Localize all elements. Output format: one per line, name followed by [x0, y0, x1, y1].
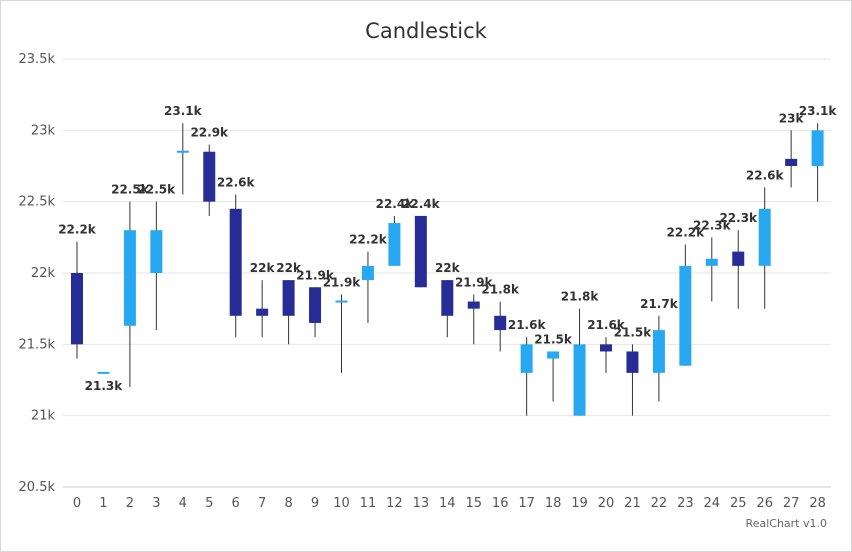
candle-data-label: 22.2k [667, 225, 706, 239]
candle-body [679, 265, 692, 366]
candle-data-label: 23.1k [799, 104, 838, 118]
candle-data-label: 22.3k [719, 211, 758, 225]
candle-data-label: 22k [435, 261, 461, 275]
x-tick-label: 25 [730, 496, 747, 511]
candle-body [335, 300, 348, 303]
candle-body [203, 151, 216, 202]
x-tick-label: 0 [73, 496, 81, 511]
candle-body [309, 287, 322, 323]
x-tick-label: 6 [232, 496, 240, 511]
x-tick-label: 3 [152, 496, 160, 511]
x-tick-label: 26 [756, 496, 773, 511]
candle-data-label: 21.8k [481, 283, 520, 297]
candle-data-label: 22.3k [693, 218, 732, 232]
y-tick-label: 22k [31, 266, 56, 281]
candle-body [573, 344, 586, 416]
candle-data-label: 22.5k [111, 183, 150, 197]
candle-body [414, 215, 427, 288]
x-tick-label: 24 [704, 496, 721, 511]
candle-body [652, 330, 665, 373]
candle-body [97, 371, 110, 374]
candle-body [600, 344, 612, 352]
x-tick-label: 28 [809, 496, 826, 511]
candle-data-label: 22.6k [217, 176, 256, 190]
candle-body [123, 230, 136, 326]
candle-data-label: 21.7k [640, 297, 679, 311]
x-tick-label: 20 [598, 496, 615, 511]
candle-body [176, 150, 189, 153]
candle-body [547, 351, 560, 359]
candle-body [494, 315, 507, 331]
candle-data-label: 21.5k [614, 325, 653, 339]
candle-body [361, 265, 374, 281]
x-tick-label: 10 [333, 496, 350, 511]
y-tick-label: 22.5k [19, 195, 56, 210]
candle-body [811, 130, 824, 166]
x-tick-label: 15 [465, 496, 482, 511]
candle-data-label: 22k [276, 261, 302, 275]
x-tick-label: 8 [284, 496, 292, 511]
x-tick-label: 5 [205, 496, 213, 511]
candle-body [626, 351, 639, 373]
candle-data-label: 21.6k [587, 318, 626, 332]
x-tick-label: 16 [492, 496, 509, 511]
candle-data-label: 22.6k [746, 168, 785, 182]
x-tick-label: 27 [783, 496, 800, 511]
candle-body [467, 301, 480, 309]
candle-data-label: 22.9k [190, 126, 229, 140]
candle-data-label: 22k [250, 261, 276, 275]
candle-data-label: 23k [779, 111, 805, 125]
x-tick-label: 2 [126, 496, 134, 511]
candle-data-label: 21.3k [85, 379, 124, 393]
candle-data-label: 23.1k [164, 104, 203, 118]
candle-data-label: 22.4k [402, 197, 441, 211]
candle-body [758, 208, 771, 266]
x-tick-label: 11 [360, 496, 377, 511]
candle-body [388, 223, 401, 266]
chart-title: Candlestick [365, 19, 487, 43]
candle-data-label: 21.9k [323, 275, 362, 289]
candle-data-label: 22.4k [376, 197, 415, 211]
x-tick-label: 4 [179, 496, 187, 511]
chart-credit: RealChart v1.0 [745, 517, 827, 530]
x-tick-label: 14 [439, 496, 456, 511]
candle-body [520, 344, 533, 373]
candle-body [256, 308, 269, 316]
candle-body [705, 258, 718, 266]
candle-body [71, 273, 83, 345]
y-tick-label: 21.5k [19, 337, 56, 352]
y-tick-label: 23.5k [19, 52, 56, 67]
x-tick-label: 23 [677, 496, 694, 511]
x-tick-label: 9 [311, 496, 319, 511]
x-tick-label: 21 [624, 496, 641, 511]
candle-data-label: 21.9k [455, 275, 494, 289]
candle-body [441, 280, 454, 316]
x-tick-label: 18 [545, 496, 562, 511]
candle-data-label: 21.9k [296, 268, 335, 282]
candle-body [732, 251, 745, 266]
candle-data-label: 22.2k [349, 233, 388, 247]
x-tick-label: 13 [413, 496, 430, 511]
x-tick-label: 12 [386, 496, 403, 511]
y-tick-label: 20.5k [19, 480, 56, 495]
candle-data-label: 22.5k [138, 183, 177, 197]
x-tick-label: 1 [99, 496, 107, 511]
candle-data-label: 21.5k [534, 332, 573, 346]
candle-body [785, 158, 798, 166]
x-tick-label: 22 [651, 496, 668, 511]
y-tick-label: 21k [31, 409, 56, 424]
candle-data-label: 21.8k [561, 290, 600, 304]
x-tick-label: 17 [518, 496, 535, 511]
y-tick-label: 23k [31, 123, 56, 138]
x-tick-label: 19 [571, 496, 588, 511]
candle-body [229, 208, 242, 316]
candle-data-label: 21.6k [508, 318, 547, 332]
candle-body [282, 280, 295, 316]
x-tick-label: 7 [258, 496, 266, 511]
candle-body [150, 230, 163, 273]
candle-data-label: 22.2k [58, 223, 97, 237]
